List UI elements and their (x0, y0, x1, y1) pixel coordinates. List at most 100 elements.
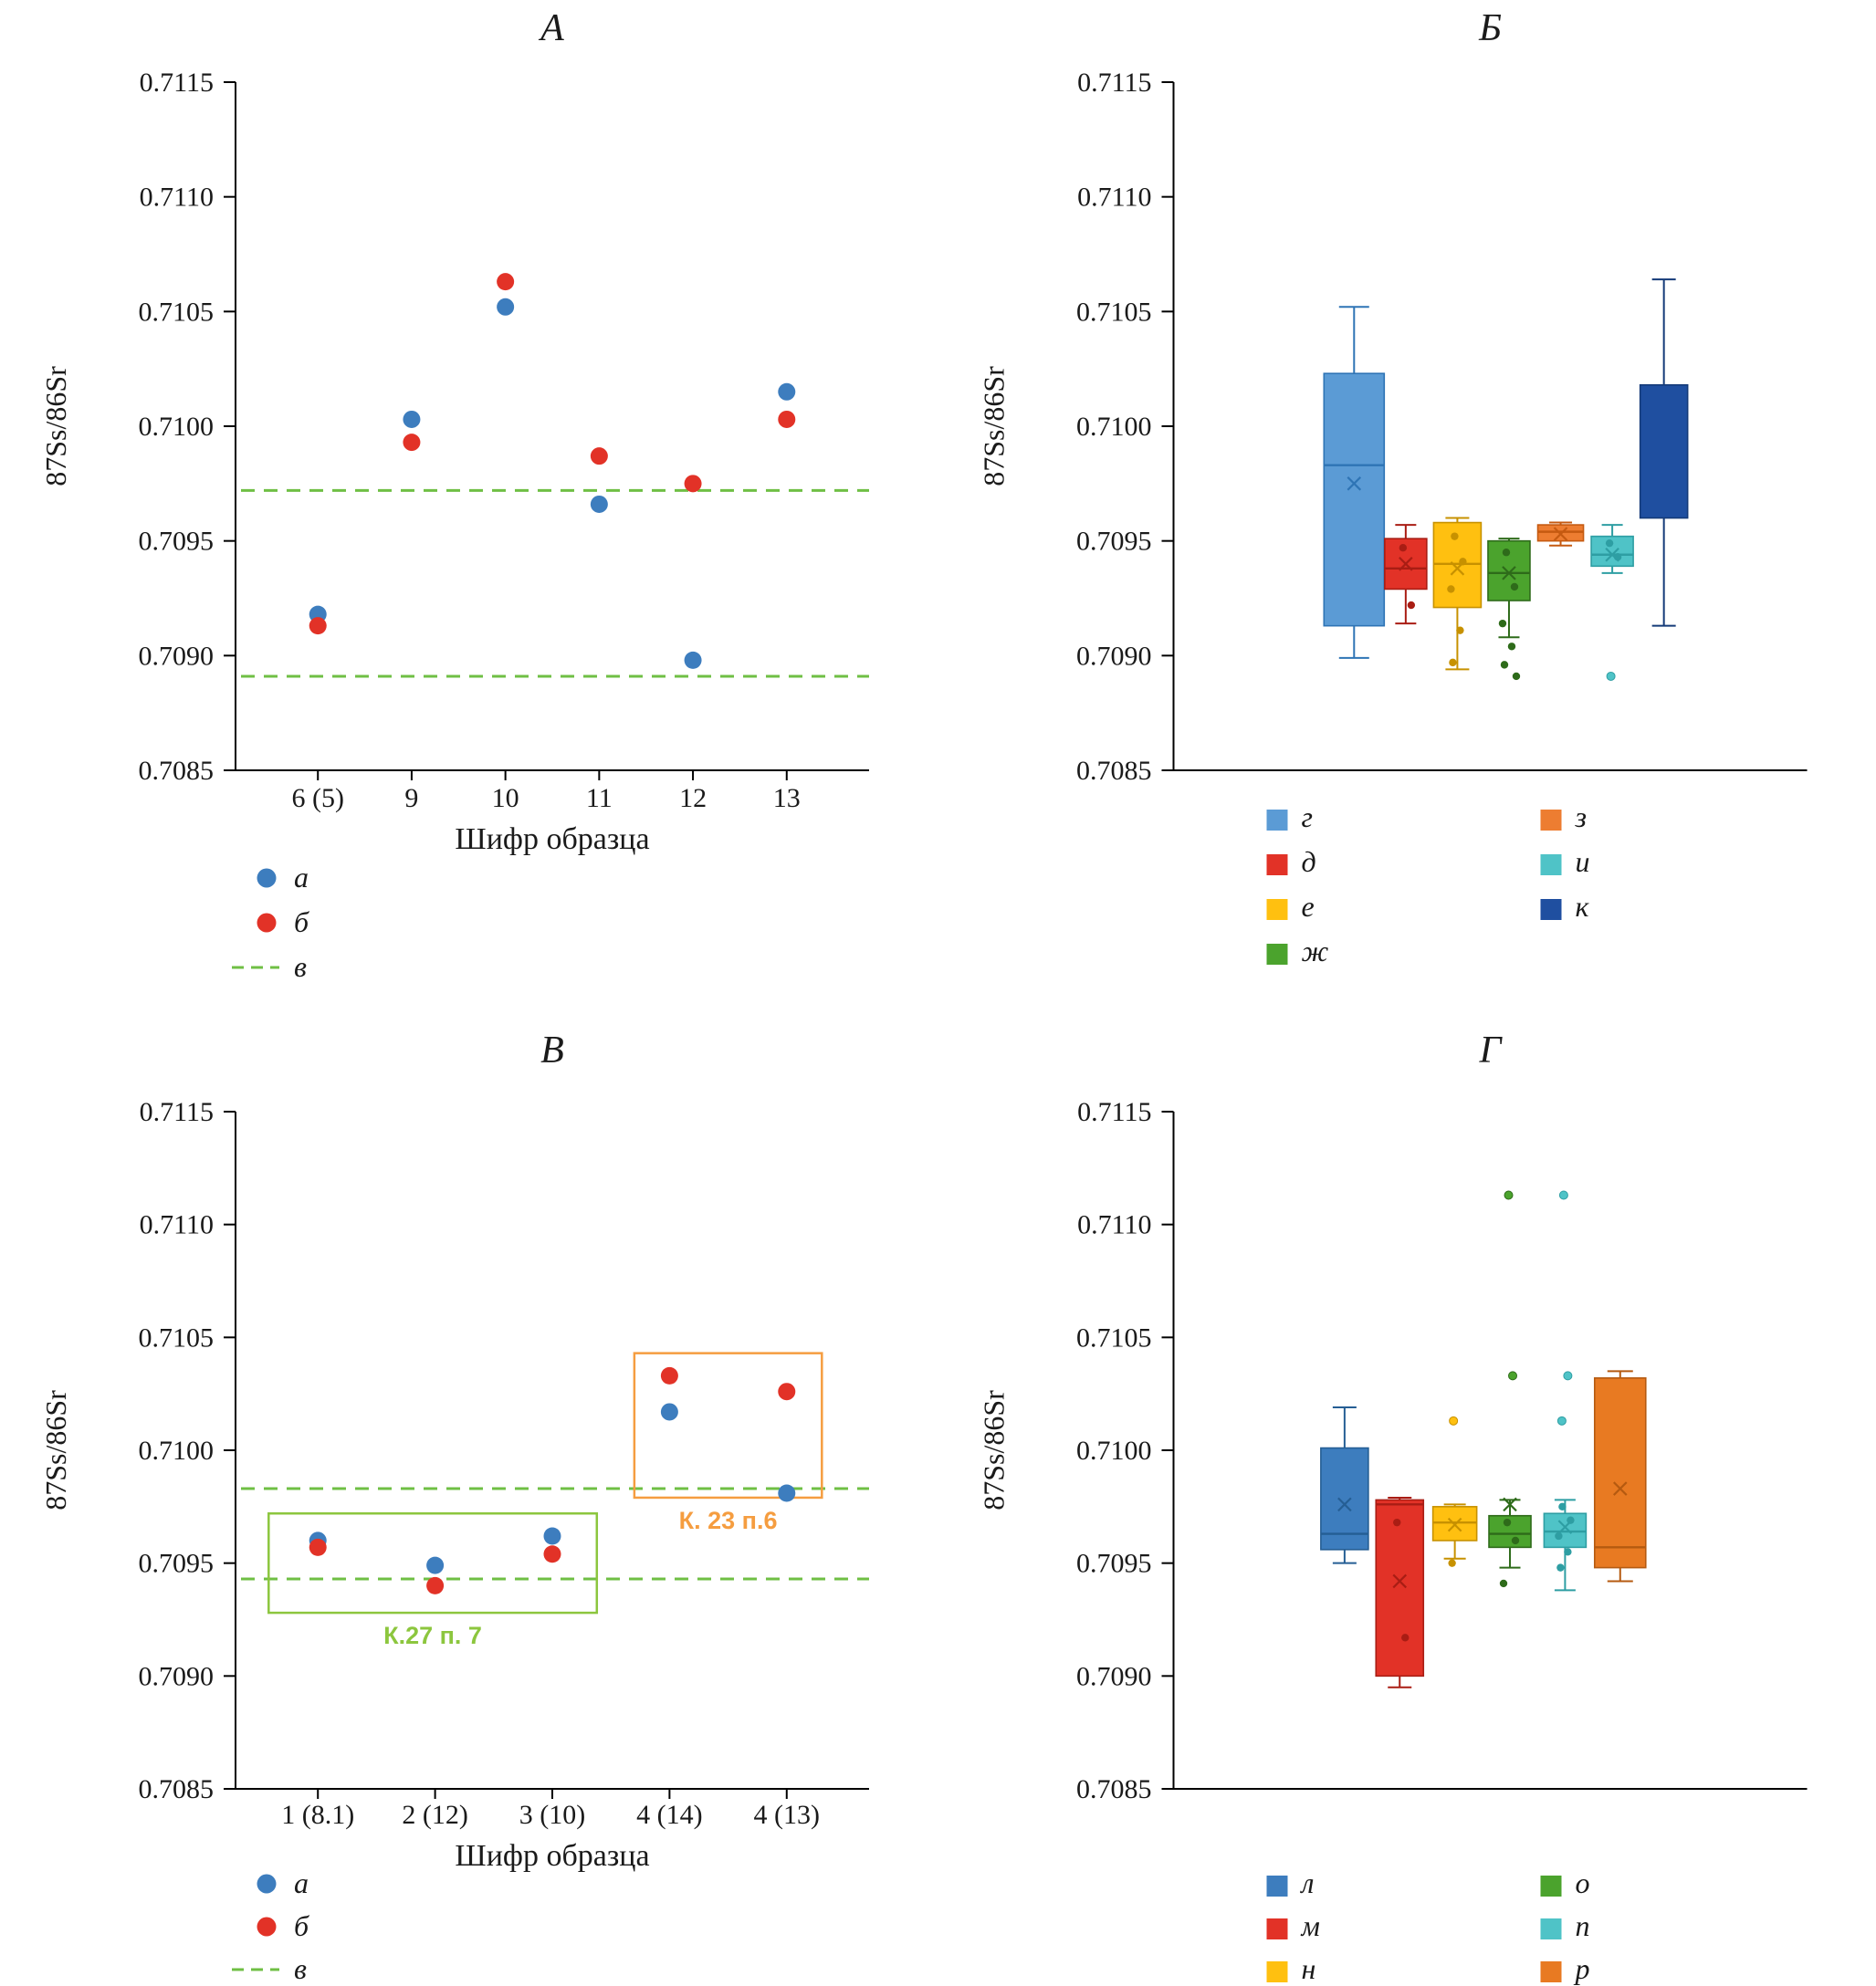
y-tick-label: 0.7100 (1076, 412, 1152, 442)
x-tick-label: 10 (492, 783, 519, 813)
panel-g: Г 0.7085 0.7090 0.7095 0.7100 0.7105 0.7110 0.7… (938, 993, 1876, 1986)
legend-label: г (1302, 800, 1313, 833)
legend-swatch-о (1540, 1876, 1562, 1897)
y-tick-label: 0.7085 (139, 756, 215, 786)
panel-v: В 0.7085 0.7090 0.7095 0.7100 0.7105 0.7110 0.7… (0, 993, 938, 1986)
outlier-dot (1558, 1190, 1568, 1200)
box-body (1375, 1499, 1425, 1678)
data-point (590, 447, 608, 465)
legend-label: о (1576, 1866, 1590, 1899)
group-rect (633, 1352, 823, 1500)
box-н (1431, 1416, 1478, 1567)
y-tick-label: 0.7105 (1076, 297, 1152, 327)
mean-marker (1447, 1517, 1462, 1532)
box-body (1320, 1447, 1369, 1551)
x-tick-label: 13 (773, 783, 801, 813)
series-а (309, 298, 796, 669)
legend-label: и (1576, 845, 1590, 878)
y-tick-label: 0.7090 (139, 641, 215, 671)
data-dot (1605, 538, 1614, 548)
y-tick-label: 0.7100 (139, 1436, 215, 1466)
y-tick-label: 0.7105 (139, 1322, 215, 1353)
outlier-dot (1606, 671, 1616, 681)
mean-marker (1553, 527, 1568, 541)
x-tick-label: 12 (679, 783, 707, 813)
legend-label: в (294, 950, 307, 983)
data-dot (1393, 1518, 1401, 1527)
data-point (403, 434, 421, 452)
box-л (1320, 1406, 1369, 1564)
box-body (1639, 383, 1689, 519)
x-tick-label: 4 (14) (636, 1800, 702, 1830)
mean-marker (1347, 476, 1362, 491)
y-tick-label: 0.7085 (1076, 1774, 1152, 1804)
box-body (1487, 539, 1531, 601)
x-tick-label: 4 (13) (754, 1800, 820, 1830)
data-point (309, 617, 327, 635)
data-point (660, 1403, 678, 1421)
data-point (660, 1366, 678, 1385)
box-з (1536, 521, 1585, 547)
mean-marker (1503, 1497, 1517, 1512)
legend-label: к (1576, 890, 1590, 923)
data-dot (1499, 1579, 1508, 1588)
legend-label: в (294, 1952, 307, 1985)
data-point (403, 410, 421, 428)
box-к (1639, 278, 1689, 627)
data-point (590, 495, 608, 513)
outlier-dot (1556, 1416, 1567, 1426)
legend-swatch-г (1266, 810, 1288, 831)
box-body (1543, 1512, 1588, 1549)
data-point (778, 382, 796, 401)
y-tick-label: 0.7110 (140, 183, 214, 213)
y-tick-label: 0.7095 (1076, 1549, 1152, 1579)
legend-swatch-е (1266, 899, 1288, 920)
data-point (684, 475, 702, 493)
x-axis-label: Шифр образца (455, 1839, 649, 1873)
data-dot (1564, 1548, 1572, 1556)
data-dot (1507, 643, 1516, 651)
mean-marker (1337, 1497, 1352, 1512)
legend-label: н (1302, 1952, 1316, 1985)
legend-marker-dot (257, 868, 277, 888)
mean-marker (1399, 557, 1413, 571)
data-point (778, 410, 796, 428)
x-axis-label: Шифр образца (455, 822, 649, 856)
y-axis-label: 87Ss/86Sr (978, 1390, 1011, 1510)
legend-swatch-м (1266, 1918, 1288, 1939)
data-dot (1502, 549, 1511, 557)
data-point (543, 1545, 561, 1563)
y-tick-label: 0.7095 (1076, 527, 1152, 557)
legend-label: ж (1302, 935, 1329, 967)
outlier-dot (1449, 1416, 1459, 1426)
box-г (1323, 306, 1386, 659)
data-point (426, 1556, 445, 1574)
group-rect-label: К. 23 п.6 (679, 1507, 778, 1534)
box-ж (1487, 538, 1531, 681)
legend-label: а (294, 861, 309, 894)
data-dot (1447, 585, 1455, 593)
legend-label: е (1302, 890, 1315, 923)
legend-label: р (1574, 1952, 1590, 1985)
x-tick-label: 3 (10) (519, 1800, 585, 1830)
y-axis-label: 87Ss/86Sr (39, 1390, 72, 1510)
y-tick-label: 0.7095 (139, 1549, 215, 1579)
legend-label: м (1301, 1909, 1320, 1942)
data-dot (1498, 619, 1507, 628)
y-tick-label: 0.7090 (1076, 1661, 1152, 1691)
y-tick-label: 0.7085 (139, 1774, 215, 1804)
data-point (778, 1484, 796, 1502)
data-dot (1459, 558, 1467, 566)
data-dot (1558, 1502, 1567, 1511)
y-tick-label: 0.7085 (1076, 756, 1152, 786)
legend-swatch-д (1266, 854, 1288, 875)
y-axis: 0.7085 0.7090 0.7095 0.7100 0.7105 0.7110 0.71… (1076, 1097, 1175, 1804)
y-axis: 0.7085 0.7090 0.7095 0.7100 0.7105 0.7110 0.71… (1076, 68, 1175, 786)
y-tick-label: 0.7115 (1077, 68, 1151, 98)
chart-В: В0.70850.70900.70950.71000.71050.71100.7… (39, 1030, 869, 1985)
legend-swatch-п (1540, 1918, 1562, 1939)
y-tick-label: 0.7100 (1076, 1436, 1152, 1466)
data-point (426, 1576, 445, 1594)
box-body (1323, 372, 1386, 627)
panel-title: Б (1478, 7, 1502, 49)
